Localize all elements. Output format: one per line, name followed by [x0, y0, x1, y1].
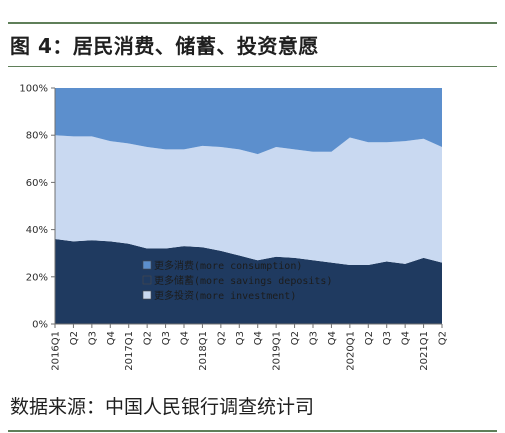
stacked-area-chart: 0% 20% 40% 60% 80% 100% 2016Q1 Q2 Q3 Q4 2017Q1 Q2 Q3… — [19, 84, 448, 371]
x-tick-label: Q2 — [69, 331, 80, 345]
area-series-investment — [55, 135, 442, 265]
x-tick-label: Q2 — [438, 331, 449, 345]
x-tick-label: Q4 — [106, 331, 117, 345]
y-tick-label: 0% — [32, 320, 48, 331]
top-rule — [8, 22, 497, 24]
x-tick-label: Q3 — [382, 331, 393, 345]
legend-label-savings: 更多储蓄(more savings deposits) — [154, 274, 332, 287]
y-tick-label: 100% — [19, 84, 48, 95]
legend-swatch-savings — [142, 275, 152, 285]
data-source: 数据来源：中国人民银行调查统计司 — [10, 396, 315, 418]
y-tick-label: 60% — [26, 178, 48, 189]
legend-label-investment: 更多投资(more investment) — [154, 289, 296, 302]
x-tick-label: 2020Q1 — [345, 331, 356, 371]
figure-title: 图 4：居民消费、储蓄、投资意愿 — [10, 34, 319, 58]
legend-swatch-investment — [142, 290, 152, 300]
legend-swatch-consumption — [142, 260, 152, 270]
y-tick-label: 20% — [26, 272, 48, 283]
y-tick-label: 80% — [26, 131, 48, 142]
x-tick-label: 2018Q1 — [198, 331, 209, 371]
x-tick-label: Q2 — [143, 331, 154, 345]
x-tick-label: Q3 — [87, 331, 98, 345]
x-tick-label: Q4 — [180, 331, 191, 345]
x-tick-label: 2019Q1 — [272, 331, 283, 371]
x-tick-label: Q2 — [216, 331, 227, 345]
x-tick-label: 2021Q1 — [419, 331, 430, 371]
area-series-savings — [55, 239, 442, 324]
x-tick-label: Q4 — [253, 331, 264, 345]
legend-label-consumption: 更多消费(more consumption) — [154, 259, 302, 272]
x-tick-label: Q3 — [235, 331, 246, 345]
x-tick-label: Q2 — [290, 331, 301, 345]
area-series-consumption — [55, 88, 442, 155]
plot-area — [55, 88, 442, 324]
x-tick-label: Q4 — [401, 331, 412, 345]
x-tick-label: 2016Q1 — [51, 331, 62, 371]
bottom-rule — [8, 430, 497, 432]
y-tick-label: 40% — [26, 225, 48, 236]
x-tick-label: Q3 — [161, 331, 172, 345]
x-tick-label: 2017Q1 — [124, 331, 135, 371]
axes: 0% 20% 40% 60% 80% 100% 2016Q1 Q2 Q3 Q4 2017Q1 Q2 Q3… — [19, 84, 448, 371]
title-rule — [8, 66, 497, 67]
legend: 更多消费(more consumption) 更多储蓄(more savings … — [142, 259, 332, 302]
x-tick-label: Q3 — [309, 331, 320, 345]
x-tick-label: Q4 — [327, 331, 338, 345]
x-tick-label: Q2 — [364, 331, 375, 345]
